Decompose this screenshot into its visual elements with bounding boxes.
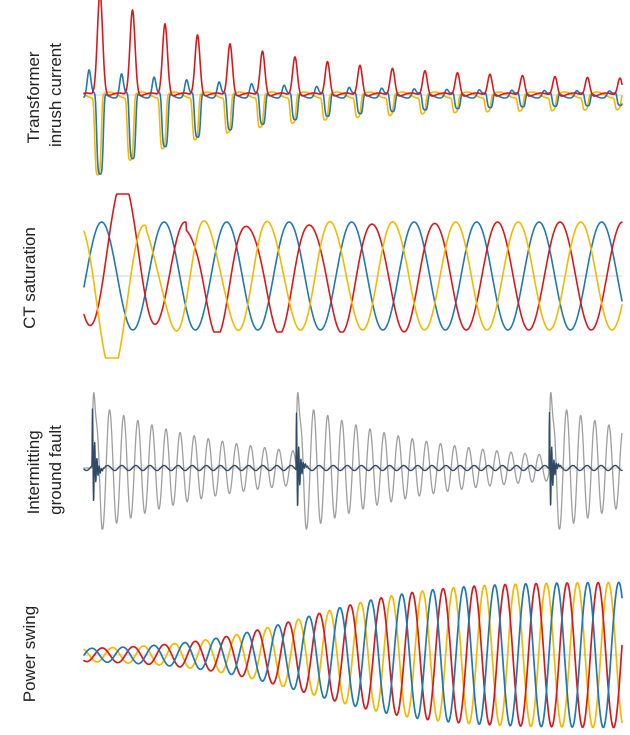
panel-power-swing: Power swing (20, 581, 623, 729)
panel-label-ct-line-1: CT saturation (20, 227, 39, 329)
trace-ct-blue (83, 221, 623, 331)
trace-inrush-blue (83, 69, 623, 175)
trace-ct-red (83, 193, 623, 333)
panel-label-gf-line-2: ground fault (46, 425, 65, 515)
panel-label-inrush-line-1: Transformer (24, 51, 43, 143)
trace-inrush-yellow (83, 91, 623, 176)
traces-ground-fault (83, 391, 623, 530)
trace-ps-blue (83, 581, 623, 729)
trace-gf-grey (83, 391, 623, 530)
traces-ct-saturation (83, 193, 623, 359)
panel-ground-fault: Intermitting ground fault (24, 391, 623, 530)
panel-inrush: Transformer inrush current (24, 0, 623, 176)
traces-power-swing (83, 581, 623, 729)
panel-label-inrush: Transformer inrush current (24, 43, 65, 147)
trace-ps-red (83, 581, 623, 729)
panel-label-gf-line-1: Intermitting (24, 430, 43, 514)
trace-ct-yellow (83, 220, 623, 359)
trace-gf-dark (83, 408, 623, 507)
traces-inrush (83, 0, 623, 176)
panel-label-power-swing: Power swing (20, 606, 39, 702)
panel-label-ct-saturation: CT saturation (20, 227, 39, 329)
panel-label-ps-line-1: Power swing (20, 606, 39, 702)
panel-label-inrush-line-2: inrush current (46, 43, 65, 147)
panel-ct-saturation: CT saturation (20, 193, 623, 359)
trace-ps-yellow (83, 581, 623, 729)
panel-label-ground-fault: Intermitting ground fault (24, 425, 65, 515)
trace-inrush-red (83, 0, 623, 97)
